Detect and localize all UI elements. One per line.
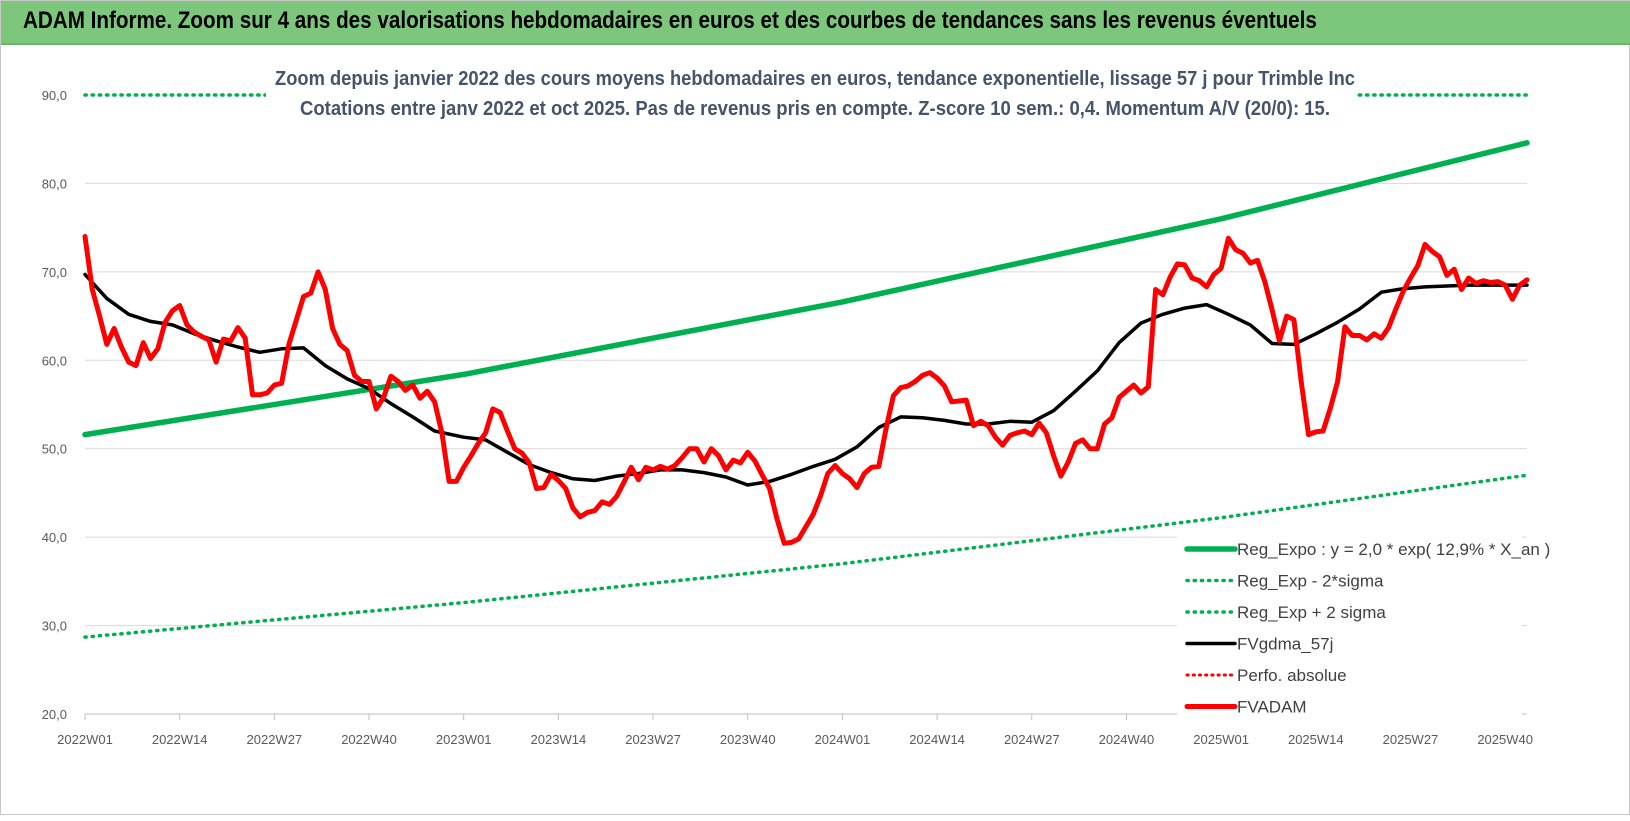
x-tick-label: 2023W14 xyxy=(531,732,587,747)
x-tick-label: 2024W27 xyxy=(1004,732,1060,747)
legend: Reg_Expo : y = 2,0 * exp( 12,9% * X_an )… xyxy=(1177,531,1550,728)
subtitle-backdrop xyxy=(266,63,1356,125)
series-fvgdma-57j xyxy=(83,272,1529,487)
line-chart: 2022W01 2022W14 2022W27 2022W40 2023W01 2023W… xyxy=(42,63,1550,747)
chart-subtitle: Cotations entre janv 2022 et oct 2025. P… xyxy=(300,98,1330,120)
x-tick-label: 2023W01 xyxy=(436,732,492,747)
x-tick-label: 2023W40 xyxy=(720,732,776,747)
y-tick-label: 60,0 xyxy=(42,353,67,368)
legend-label: Reg_Exp + 2 sigma xyxy=(1237,603,1386,622)
legend-label: Reg_Expo : y = 2,0 * exp( 12,9% * X_an ) xyxy=(1237,540,1550,559)
title-banner: ADAM Informe. Zoom sur 4 ans des valoris… xyxy=(1,1,1630,45)
series-fvadam xyxy=(82,234,1530,546)
y-tick-label: 40,0 xyxy=(42,530,67,545)
x-tick-label: 2025W27 xyxy=(1383,732,1439,747)
x-tick-label: 2023W27 xyxy=(625,732,681,747)
gridlines xyxy=(85,94,1527,715)
report-title: ADAM Informe. Zoom sur 4 ans des valoris… xyxy=(23,7,1317,34)
chart-area: 2022W01 2022W14 2022W27 2022W40 2023W01 2023W… xyxy=(1,45,1630,816)
x-tick-label: 2025W01 xyxy=(1193,732,1249,747)
x-axis-ticks: 2022W01 2022W14 2022W27 2022W40 2023W01 2023W… xyxy=(57,714,1533,747)
x-tick-label: 2022W27 xyxy=(247,732,303,747)
x-tick-label: 2024W40 xyxy=(1099,732,1155,747)
y-tick-label: 90,0 xyxy=(42,88,67,103)
x-tick-label: 2022W40 xyxy=(341,732,397,747)
x-tick-label: 2025W14 xyxy=(1288,732,1344,747)
chart-title: Zoom depuis janvier 2022 des cours moyen… xyxy=(275,68,1355,90)
y-tick-label: 70,0 xyxy=(42,265,67,280)
x-tick-label: 2022W14 xyxy=(152,732,208,747)
x-tick-label: 2024W14 xyxy=(909,732,965,747)
x-tick-label: 2025W40 xyxy=(1477,732,1533,747)
series-reg-exp-minus-2sigma xyxy=(83,473,1529,639)
x-tick-label: 2022W01 xyxy=(57,732,113,747)
legend-label: FVADAM xyxy=(1237,698,1307,717)
y-tick-label: 30,0 xyxy=(42,619,67,634)
y-tick-label: 20,0 xyxy=(42,707,67,722)
legend-label: FVgdma_57j xyxy=(1237,635,1333,654)
x-tick-label: 2024W01 xyxy=(815,732,871,747)
y-tick-label: 80,0 xyxy=(42,176,67,191)
legend-backdrop xyxy=(1177,531,1522,728)
y-axis-ticks: 20,0 30,0 40,0 50,0 60,0 70,0 80,0 90,0 xyxy=(42,88,67,722)
legend-label: Reg_Exp - 2*sigma xyxy=(1237,572,1384,591)
series-reg-expo xyxy=(82,140,1530,438)
y-tick-label: 50,0 xyxy=(42,442,67,457)
legend-label: Perfo. absolue xyxy=(1237,666,1347,685)
